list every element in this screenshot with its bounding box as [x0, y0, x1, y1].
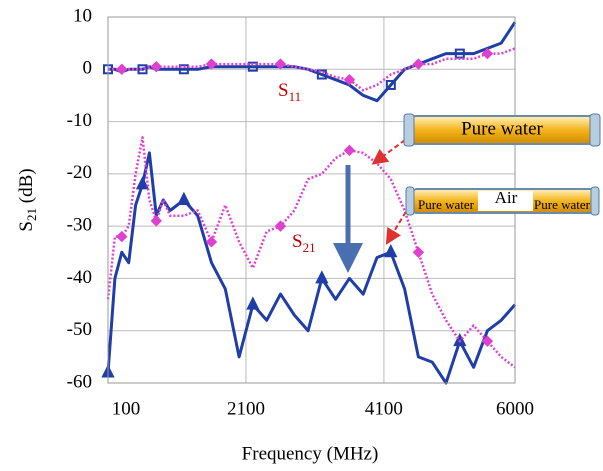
y-tick-label: 0	[83, 58, 93, 79]
series-line	[106, 151, 517, 385]
marker	[247, 61, 258, 72]
tube-cap	[589, 113, 601, 147]
y-tick-label: -10	[67, 110, 92, 131]
tube-cap	[403, 113, 415, 147]
x-tick-label: 4100	[365, 398, 403, 419]
tube-label: Pure water	[461, 118, 543, 139]
plot-area: -60 -50 -40 -30 -20 -10 0 10 100 2100 4100 6000	[67, 5, 534, 419]
y-label-main: S	[16, 221, 37, 232]
marker	[177, 191, 191, 205]
tube-label: Pure water	[418, 197, 475, 212]
marker	[412, 246, 425, 258]
marker	[150, 215, 162, 227]
marker	[116, 63, 128, 75]
tube-inset: Pure water	[403, 113, 601, 147]
y-tick-label: -60	[67, 371, 92, 392]
annotation-sub: 11	[289, 89, 302, 104]
marker	[205, 58, 218, 70]
pointer-arrow	[385, 204, 411, 245]
annotation-sub: 21	[303, 240, 316, 255]
marker	[137, 64, 148, 75]
annotation: S11	[278, 80, 301, 104]
marker	[135, 176, 150, 190]
y-axis-label: S21 (dB)	[16, 168, 39, 231]
marker	[178, 64, 189, 75]
x-tick-label: 6000	[496, 398, 534, 419]
annotation-main: S	[292, 231, 303, 252]
y-label-sub: 21	[24, 208, 39, 221]
marker	[343, 74, 356, 86]
y-tick-label: -50	[67, 319, 92, 340]
tube-cap	[405, 186, 415, 216]
marker	[316, 69, 327, 80]
marker	[385, 79, 396, 90]
marker	[274, 58, 287, 70]
x-axis-label: Frequency (MHz)	[242, 443, 379, 464]
annotation-main: S	[278, 80, 289, 101]
y-tick-label: -30	[67, 215, 92, 236]
marker	[150, 60, 162, 73]
tube-label: Air	[495, 188, 518, 207]
x-tick-label: 2100	[227, 398, 265, 419]
y-tick-label: -20	[67, 162, 92, 183]
marker	[343, 144, 356, 157]
tube-cap	[590, 186, 600, 216]
y-label-suffix: (dB)	[16, 168, 37, 208]
air-gap	[478, 191, 533, 211]
x-tick-label: 100	[112, 398, 141, 419]
y-tick-label: 10	[73, 5, 92, 26]
series-line	[108, 21, 517, 103]
marker	[481, 335, 494, 347]
marker	[481, 47, 494, 60]
marker	[315, 270, 329, 284]
marker	[412, 58, 425, 70]
annotation: S21	[292, 231, 316, 255]
marker	[205, 236, 218, 248]
tube-label: Pure water	[534, 197, 591, 212]
marker	[274, 220, 287, 232]
y-tick-label: -40	[67, 267, 92, 288]
marker	[384, 244, 398, 258]
pointer-arrow	[371, 139, 406, 165]
marker	[116, 230, 128, 243]
tube-inset: Pure water Air Pure water	[405, 186, 600, 216]
marker	[246, 296, 260, 310]
